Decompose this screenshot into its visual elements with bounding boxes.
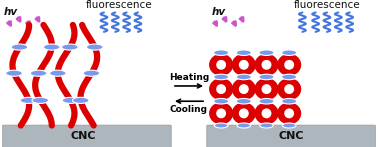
Ellipse shape bbox=[285, 109, 293, 118]
Circle shape bbox=[236, 98, 251, 104]
Ellipse shape bbox=[255, 55, 278, 75]
Ellipse shape bbox=[262, 61, 271, 69]
Circle shape bbox=[83, 70, 100, 76]
Ellipse shape bbox=[278, 55, 301, 75]
Ellipse shape bbox=[210, 55, 232, 75]
Text: CNC: CNC bbox=[70, 131, 96, 141]
Circle shape bbox=[282, 50, 297, 55]
FancyBboxPatch shape bbox=[3, 125, 171, 147]
Circle shape bbox=[6, 70, 22, 76]
Circle shape bbox=[73, 97, 89, 103]
Circle shape bbox=[237, 123, 251, 128]
Ellipse shape bbox=[262, 85, 271, 93]
Ellipse shape bbox=[232, 79, 255, 99]
Circle shape bbox=[62, 44, 78, 50]
Text: fluorescence: fluorescence bbox=[86, 0, 152, 10]
Circle shape bbox=[214, 123, 228, 128]
Circle shape bbox=[282, 123, 296, 128]
Circle shape bbox=[214, 74, 229, 80]
Circle shape bbox=[260, 123, 273, 128]
Circle shape bbox=[282, 98, 297, 104]
Circle shape bbox=[30, 70, 47, 76]
Circle shape bbox=[11, 44, 28, 50]
Circle shape bbox=[62, 97, 79, 103]
Circle shape bbox=[32, 97, 49, 103]
Circle shape bbox=[87, 44, 103, 50]
Circle shape bbox=[20, 97, 37, 103]
Ellipse shape bbox=[262, 109, 271, 118]
Ellipse shape bbox=[255, 103, 278, 124]
Ellipse shape bbox=[285, 85, 293, 93]
Ellipse shape bbox=[217, 85, 225, 93]
Text: Heating: Heating bbox=[169, 73, 209, 82]
Circle shape bbox=[259, 50, 274, 55]
Text: hv: hv bbox=[212, 7, 226, 17]
Circle shape bbox=[236, 50, 251, 55]
Ellipse shape bbox=[278, 103, 301, 124]
Circle shape bbox=[259, 74, 274, 80]
Ellipse shape bbox=[240, 109, 248, 118]
Ellipse shape bbox=[285, 61, 293, 69]
Circle shape bbox=[236, 74, 251, 80]
Text: CNC: CNC bbox=[278, 131, 304, 141]
Ellipse shape bbox=[210, 79, 232, 99]
Ellipse shape bbox=[240, 61, 248, 69]
Ellipse shape bbox=[217, 109, 225, 118]
Ellipse shape bbox=[255, 79, 278, 99]
Circle shape bbox=[259, 98, 274, 104]
Ellipse shape bbox=[278, 79, 301, 99]
Ellipse shape bbox=[232, 103, 255, 124]
Circle shape bbox=[43, 44, 60, 50]
Ellipse shape bbox=[217, 61, 225, 69]
Circle shape bbox=[214, 98, 229, 104]
Text: hv: hv bbox=[4, 7, 18, 17]
Circle shape bbox=[214, 50, 229, 55]
Circle shape bbox=[50, 70, 66, 76]
Ellipse shape bbox=[240, 85, 248, 93]
FancyBboxPatch shape bbox=[207, 125, 375, 147]
Ellipse shape bbox=[232, 55, 255, 75]
Ellipse shape bbox=[210, 103, 232, 124]
Text: Cooling: Cooling bbox=[170, 105, 208, 114]
Text: fluorescence: fluorescence bbox=[294, 0, 360, 10]
Circle shape bbox=[282, 74, 297, 80]
